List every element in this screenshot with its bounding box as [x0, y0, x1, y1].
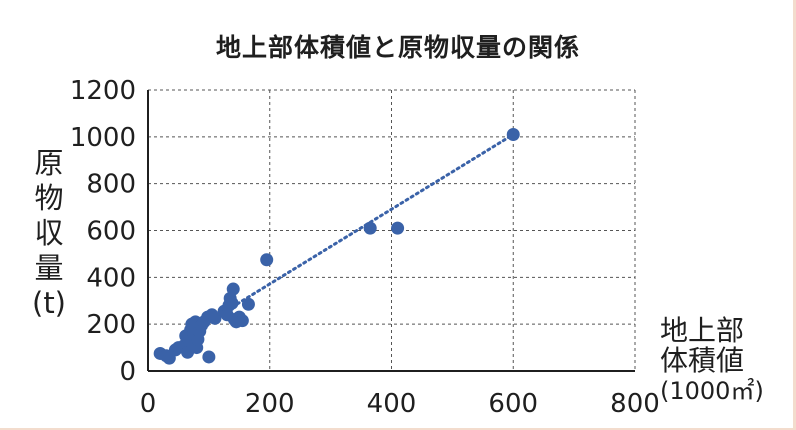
data-point: [202, 350, 216, 364]
data-point: [241, 297, 255, 311]
data-point: [226, 282, 240, 296]
y-tick-label: 400: [86, 263, 136, 293]
x-axis-label-line-2: 体積値: [660, 344, 745, 377]
x-axis-unit: (1000㎡): [660, 377, 764, 405]
x-axis-label: 地上部 体積値 (1000㎡): [660, 316, 790, 406]
data-point: [225, 296, 239, 310]
data-point: [260, 253, 274, 267]
data-point: [235, 314, 249, 328]
y-tick-label: 200: [86, 310, 136, 340]
y-tick-label: 0: [119, 357, 136, 387]
y-axis-label: 原物収量(t): [32, 146, 66, 320]
y-tick-label: 1000: [70, 123, 136, 153]
data-point: [363, 221, 377, 235]
y-tick-label: 1200: [70, 76, 136, 106]
x-tick-label: 0: [140, 389, 157, 419]
data-point: [391, 221, 405, 235]
chart-title: 地上部体積値と原物収量の関係: [215, 33, 580, 62]
x-tick-label: 200: [245, 389, 295, 419]
x-tick-label: 400: [367, 389, 417, 419]
x-axis-label-line-1: 地上部: [660, 314, 745, 347]
y-tick-label: 600: [86, 217, 136, 247]
x-tick-label: 800: [610, 389, 660, 419]
y-tick-label: 800: [86, 170, 136, 200]
data-point: [506, 127, 520, 141]
x-tick-label: 600: [488, 389, 538, 419]
data-point: [208, 311, 222, 325]
